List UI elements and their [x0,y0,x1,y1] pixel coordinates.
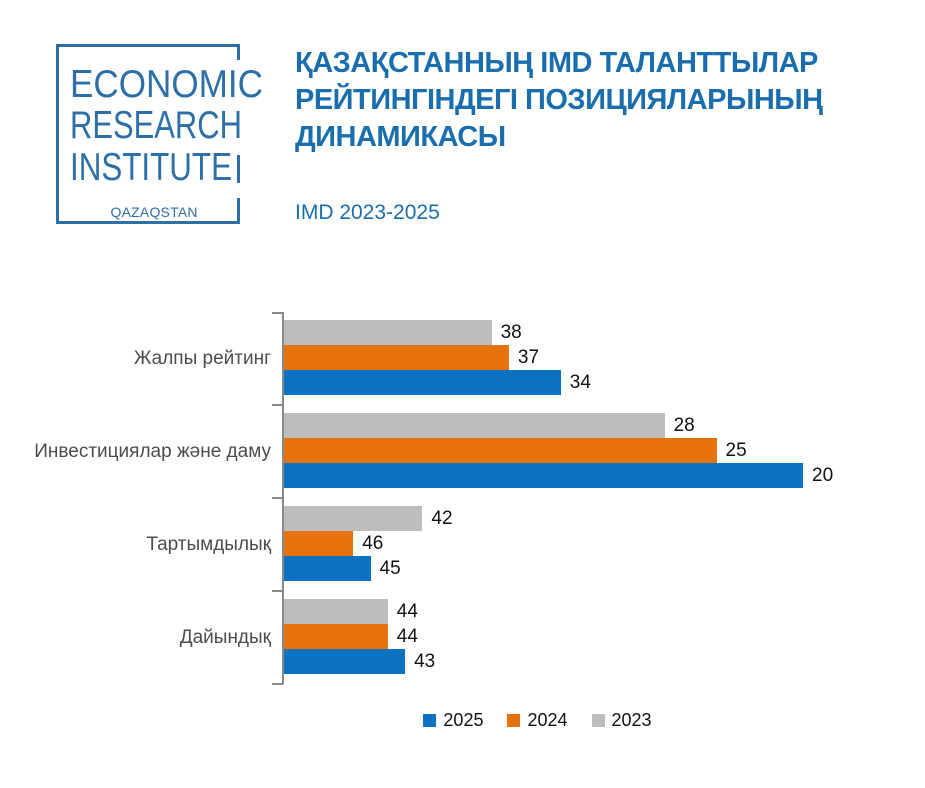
value-label: 43 [414,650,436,672]
bar-line: 44 [284,599,435,624]
legend-item-2024: 2024 [507,710,568,731]
category-bars: 42 46 45 [284,498,453,591]
value-label: 44 [396,625,418,647]
category-row: Жалпы рейтинг 38 37 34 [0,312,925,405]
legend-label: 2025 [443,710,484,730]
value-label: 42 [431,507,453,529]
logo-text-economic: ECONOMIC [70,63,263,106]
subtitle: IMD 2023-2025 [295,201,440,224]
eri-logo: ECONOMIC RESEARCH INSTITUTE QAZAQSTAN [56,44,263,224]
bar-chart: Жалпы рейтинг 38 37 34 Инвестициялар және да… [0,312,925,685]
bar-2025 [284,649,406,674]
bar-line: 20 [284,463,833,488]
chart-legend: 2025 2024 2023 [150,710,925,731]
bar-2024 [284,624,388,649]
axis-tick [272,683,283,685]
category-label: Жалпы рейтинг [133,347,271,369]
bar-2023 [284,599,388,624]
bar-line: 42 [284,506,453,531]
bar-line: 38 [284,320,591,345]
legend-label: 2023 [611,710,652,730]
category-row: Тартымдылық 42 46 45 [0,498,925,591]
axis-tick [272,312,283,314]
bar-line: 34 [284,370,591,395]
logo-text-institute: INSTITUTE [70,146,232,189]
value-label: 25 [725,439,747,461]
category-row: Дайындық 44 44 43 [0,591,925,684]
value-label: 37 [517,346,540,368]
bar-line: 43 [284,649,435,674]
category-bars: 44 44 43 [284,591,435,684]
axis-tick [272,497,283,499]
category-axis-line [282,312,284,684]
value-label: 45 [379,557,401,579]
category-label: Тартымдылық [146,533,271,555]
page-title: ҚАЗАҚСТАННЫҢ IMD ТАЛАНТТЫЛАР РЕЙТИНГІНДЕ… [295,45,895,156]
bar-line: 25 [284,438,833,463]
bar-2025 [284,463,803,488]
title-line-2: РЕЙТИНГІНДЕГІ ПОЗИЦИЯЛАРЫНЫҢ [295,84,823,116]
bar-line: 45 [284,556,453,581]
logo-text-research: RESEARCH [70,104,242,147]
value-label: 44 [396,600,418,622]
bar-line: 46 [284,531,453,556]
bar-2024 [284,531,354,556]
category-bars: 38 37 34 [284,312,591,405]
value-label: 20 [812,464,834,486]
axis-tick [272,590,283,592]
value-label: 38 [500,321,522,343]
bar-line: 37 [284,345,591,370]
title-line-3: ДИНАМИКАСЫ [295,121,506,153]
bar-2023 [284,320,492,345]
title-line-1: ҚАЗАҚСТАННЫҢ IMD ТАЛАНТТЫЛАР [295,47,818,79]
bar-2023 [284,413,665,438]
chart-rows: Жалпы рейтинг 38 37 34 Инвестициялар және да… [0,312,925,684]
bar-2023 [284,506,423,531]
legend-swatch-2023 [591,714,605,727]
value-label: 34 [569,371,591,393]
bar-2024 [284,345,509,370]
category-label: Дайындық [179,626,271,648]
bar-2025 [284,370,561,395]
legend-item-2025: 2025 [423,710,483,731]
axis-tick [272,404,283,406]
bar-line: 44 [284,624,435,649]
bar-2024 [284,438,717,463]
category-row: Инвестициялар және даму 28 25 20 [0,405,925,498]
bar-line: 28 [284,413,833,438]
legend-label: 2024 [527,710,568,730]
legend-item-2023: 2023 [591,710,652,731]
bar-2025 [284,556,371,581]
logo-text-qazaqstan: QAZAQSTAN [111,204,198,220]
value-label: 46 [362,532,384,554]
value-label: 28 [673,414,695,436]
category-bars: 28 25 20 [284,405,833,498]
logo-border [56,44,240,224]
legend-swatch-2025 [423,714,437,727]
category-label: Инвестициялар және даму [34,440,271,462]
legend-swatch-2024 [507,714,521,727]
